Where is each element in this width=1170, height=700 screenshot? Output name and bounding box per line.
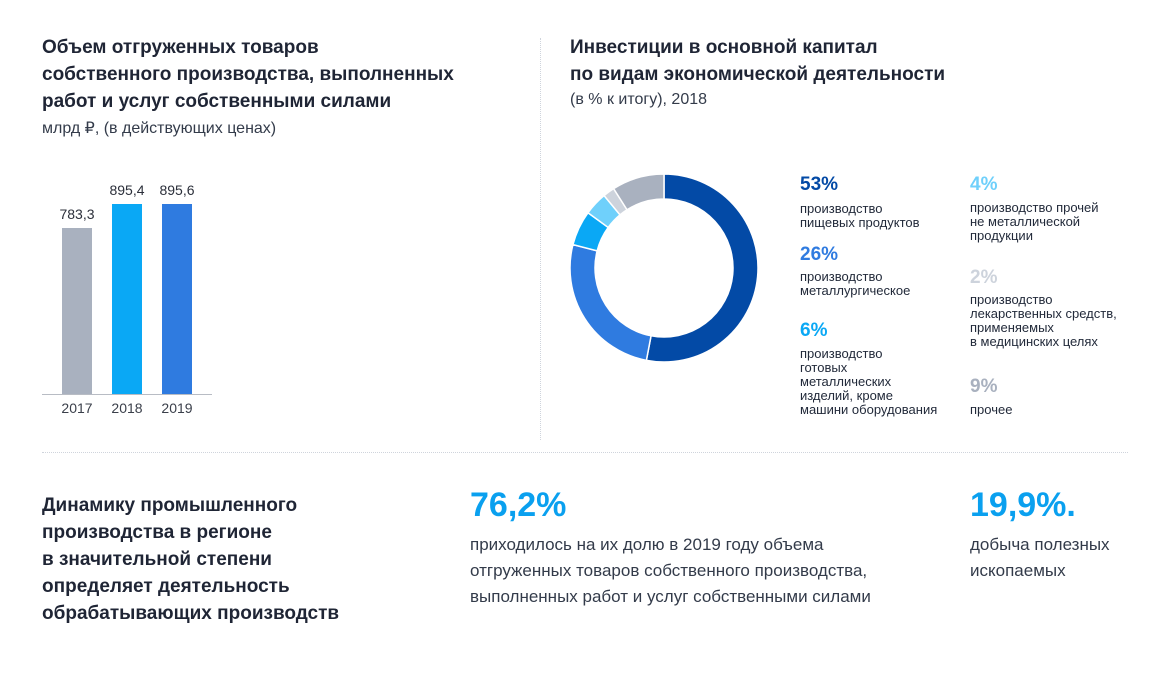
bar-chart-subtitle: млрд ₽, (в действующих ценах) [42, 120, 277, 137]
bar-chart-axis [42, 394, 212, 395]
legend-pct-food: 53% [800, 174, 839, 195]
bottom-title: Динамику промышленного производства в ре… [42, 495, 340, 624]
legend-label-metallurgy: производство металлургическое [800, 269, 911, 298]
legend-label-pharma: производство лекарственных средств, прим… [970, 292, 1117, 349]
bar-2019 [162, 204, 192, 394]
legend-pct-pharma: 2% [970, 267, 998, 288]
bar-year-label: 2017 [61, 400, 93, 416]
stat-mining-text: добыча полезных ископаемых [970, 535, 1110, 580]
legend-pct-metal-products: 6% [800, 320, 828, 341]
donut-slice-0 [645, 173, 759, 363]
bar-chart-title: Объем отгруженных товаров собственного п… [42, 37, 454, 112]
stat-manufacturing-share: 76,2% [470, 486, 567, 524]
legend-label-metal-products: производство готовых металлических издел… [800, 346, 938, 417]
donut-chart [569, 173, 759, 363]
donut-chart-subtitle: (в % к итогу), 2018 [570, 91, 708, 108]
bar-value-label: 895,6 [159, 182, 195, 198]
legend-pct-nonmetal: 4% [970, 174, 998, 195]
legend-pct-metallurgy: 26% [800, 244, 839, 265]
bar-2017 [62, 227, 92, 394]
bar-2018 [112, 204, 142, 394]
horizontal-divider [42, 452, 1128, 453]
bar-year-label: 2019 [161, 400, 193, 416]
legend-pct-other: 9% [970, 376, 998, 397]
stat-manufacturing-text: приходилось на их долю в 2019 году объем… [470, 535, 871, 606]
bar-value-label: 895,4 [109, 182, 145, 199]
legend-label-other: прочее [970, 402, 1013, 417]
legend-label-food: производство пищевых продуктов [800, 201, 920, 230]
bar-year-label: 2018 [111, 400, 143, 416]
bar-value-label: 783,3 [59, 205, 95, 222]
vertical-divider [540, 38, 541, 440]
legend-label-nonmetal: производство прочей не металлической про… [970, 200, 1099, 243]
donut-slice-5 [612, 173, 665, 211]
donut-slice-1 [569, 243, 652, 362]
donut-chart-title: Инвестиции в основной капитал по видам э… [570, 37, 946, 85]
stat-mining-share: 19,9%. [970, 486, 1076, 524]
